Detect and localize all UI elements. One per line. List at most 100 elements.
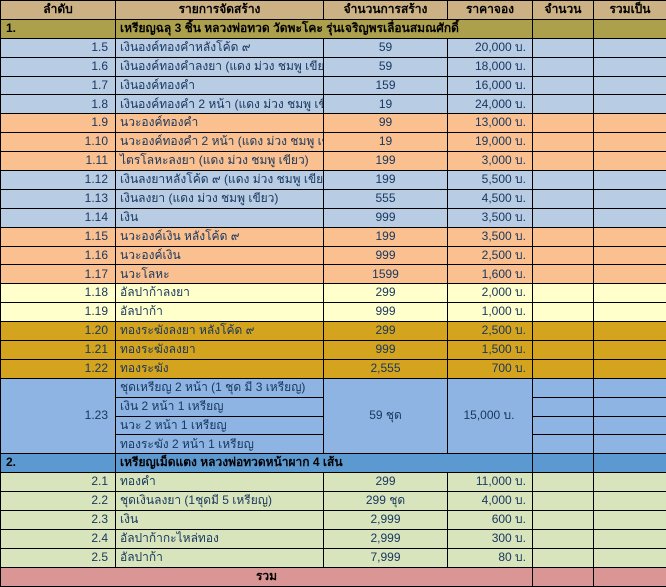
empty-total-cell <box>594 397 666 416</box>
total-label-cell: รวม <box>1 567 533 586</box>
empty-amount-cell <box>533 189 594 208</box>
empty-total-cell <box>594 492 666 511</box>
empty-amount-cell <box>533 473 594 492</box>
table-row: 2.5 อัลปาก้า 7,999 80 บ. <box>1 548 666 567</box>
table-row: 2.1 ทองคำ 299 11,000 บ. <box>1 473 666 492</box>
empty-total-cell <box>594 189 666 208</box>
price-cell: 80 บ. <box>448 548 533 567</box>
empty-total-cell <box>594 454 666 473</box>
price-cell: 15,000 บ. <box>448 378 533 454</box>
price-cell: 1,000 บ. <box>448 303 533 322</box>
item-cell: ชุดเงินลงยา (1ชุดมี 5 เหรียญ) <box>116 492 324 511</box>
col-header-quantity-made: จำนวนการสร้าง <box>324 1 448 20</box>
empty-amount-cell <box>533 341 594 360</box>
empty-amount-cell <box>533 114 594 133</box>
price-cell: 20,000 บ. <box>448 38 533 57</box>
price-cell: 11,000 บ. <box>448 473 533 492</box>
qty-cell: 299 <box>324 284 448 303</box>
table-row: 1.19 อัลปาก้า 999 1,000 บ. <box>1 303 666 322</box>
empty-total-cell <box>594 38 666 57</box>
empty-total-cell <box>594 473 666 492</box>
item-cell: ทองระฆัง <box>116 359 324 378</box>
table-row: 1.14 เงิน 999 3,500 บ. <box>1 208 666 227</box>
price-cell: 3,500 บ. <box>448 208 533 227</box>
row-no-cell: 1.20 <box>1 322 116 341</box>
item-cell: เงิน <box>116 208 324 227</box>
row-no-cell: 2.5 <box>1 548 116 567</box>
item-cell: นวะองค์เงิน <box>116 246 324 265</box>
table-row: 1.5 เงินองค์ทองคำหลังโค้ด ๙ 59 20,000 บ. <box>1 38 666 57</box>
empty-total-cell <box>594 208 666 227</box>
empty-amount-cell <box>533 265 594 284</box>
empty-total-cell <box>594 548 666 567</box>
empty-total-cell <box>594 133 666 152</box>
price-cell: 13,000 บ. <box>448 114 533 133</box>
row-no-cell: 1.15 <box>1 227 116 246</box>
empty-total-cell <box>594 341 666 360</box>
row-no-cell: 1.14 <box>1 208 116 227</box>
table-row: 1.9 นวะองค์ทองคำ 99 13,000 บ. <box>1 114 666 133</box>
item-cell: นวะ 2 หน้า 1 เหรียญ <box>116 416 324 435</box>
col-header-booking-price: ราคาจอง <box>448 1 533 20</box>
row-no-cell: 1.11 <box>1 152 116 171</box>
section-row: 2. เหรียญเม็ดแตง หลวงพ่อทวดหน้าผาก 4 เส้… <box>1 454 666 473</box>
table-row: 1.17 นวะโลหะ 1599 1,600 บ. <box>1 265 666 284</box>
item-cell: เงินลงยา (แดง ม่วง ชมพู เขียว) <box>116 189 324 208</box>
item-cell: อัลปาก้ากะไหล่ทอง <box>116 529 324 548</box>
table-row: 2.2 ชุดเงินลงยา (1ชุดมี 5 เหรียญ) 299 ชุ… <box>1 492 666 511</box>
empty-total-cell <box>594 265 666 284</box>
qty-cell: 2,555 <box>324 359 448 378</box>
price-cell: 2,000 บ. <box>448 284 533 303</box>
item-cell: เงิน <box>116 511 324 530</box>
table-row: 1.12 เงินลงยาหลังโค้ด ๙ (แดง ม่วง ชมพู เ… <box>1 171 666 190</box>
empty-total-cell <box>594 152 666 171</box>
empty-amount-cell <box>533 511 594 530</box>
qty-cell: 7,999 <box>324 548 448 567</box>
empty-amount-cell <box>533 303 594 322</box>
table-row: 1.20 ทองระฆังลงยา หลังโค้ด ๙ 299 2,500 บ… <box>1 322 666 341</box>
item-cell: เงินลงยาหลังโค้ด ๙ (แดง ม่วง ชมพู เขียว) <box>116 171 324 190</box>
empty-amount-cell <box>533 284 594 303</box>
item-cell: เงินองค์ทองคำ 2 หน้า (แดง ม่วง ชมพู เขีย… <box>116 95 324 114</box>
table-row: 1.7 เงินองค์ทองคำ 159 16,000 บ. <box>1 76 666 95</box>
section-title-cell: เหรียญฉลุ 3 ชิ้น หลวงพ่อทวด วัดพะโคะ รุ่… <box>116 19 533 38</box>
price-cell: 18,000 บ. <box>448 57 533 76</box>
price-cell: 16,000 บ. <box>448 76 533 95</box>
empty-amount-cell <box>533 208 594 227</box>
price-cell: 300 บ. <box>448 529 533 548</box>
table-row: 2.4 อัลปาก้ากะไหล่ทอง 2,999 300 บ. <box>1 529 666 548</box>
empty-total-cell <box>594 378 666 397</box>
qty-cell: 59 <box>324 57 448 76</box>
item-cell: ชุดเหรียญ 2 หน้า (1 ชุด มี 3 เหรียญ) <box>116 378 324 397</box>
qty-cell: 2,999 <box>324 511 448 530</box>
row-no-cell: 1.10 <box>1 133 116 152</box>
section-number-cell: 1. <box>1 19 116 38</box>
qty-cell: 299 ชุด <box>324 492 448 511</box>
table-row: 1.16 นวะองค์เงิน 999 2,500 บ. <box>1 246 666 265</box>
empty-amount-cell <box>533 322 594 341</box>
qty-cell: 2,999 <box>324 529 448 548</box>
empty-total-cell <box>594 322 666 341</box>
row-no-cell: 1.16 <box>1 246 116 265</box>
empty-amount-cell <box>533 133 594 152</box>
item-cell: ไตรโลหะลงยา (แดง ม่วง ชมพู เขียว) <box>116 152 324 171</box>
price-cell: 2,500 บ. <box>448 246 533 265</box>
table-row: 1.21 ทองระฆังลงยา 999 1,500 บ. <box>1 341 666 360</box>
empty-amount-cell <box>533 19 594 38</box>
item-cell: อัลปาก้า <box>116 303 324 322</box>
empty-amount-cell <box>533 416 594 435</box>
col-header-order: ลำดับ <box>1 1 116 20</box>
row-no-cell: 1.19 <box>1 303 116 322</box>
row-no-cell: 1.9 <box>1 114 116 133</box>
row-no-cell: 1.18 <box>1 284 116 303</box>
qty-cell: 19 <box>324 95 448 114</box>
row-no-cell: 1.6 <box>1 57 116 76</box>
item-cell: นวะองค์เงิน หลังโค้ด ๙ <box>116 227 324 246</box>
table-row: 1.13 เงินลงยา (แดง ม่วง ชมพู เขียว) 555 … <box>1 189 666 208</box>
empty-amount-cell <box>533 359 594 378</box>
header-row: ลำดับ รายการจัดสร้าง จำนวนการสร้าง ราคาจ… <box>1 1 666 20</box>
price-cell: 24,000 บ. <box>448 95 533 114</box>
table-row: 1.8 เงินองค์ทองคำ 2 หน้า (แดง ม่วง ชมพู … <box>1 95 666 114</box>
empty-total-cell <box>594 303 666 322</box>
